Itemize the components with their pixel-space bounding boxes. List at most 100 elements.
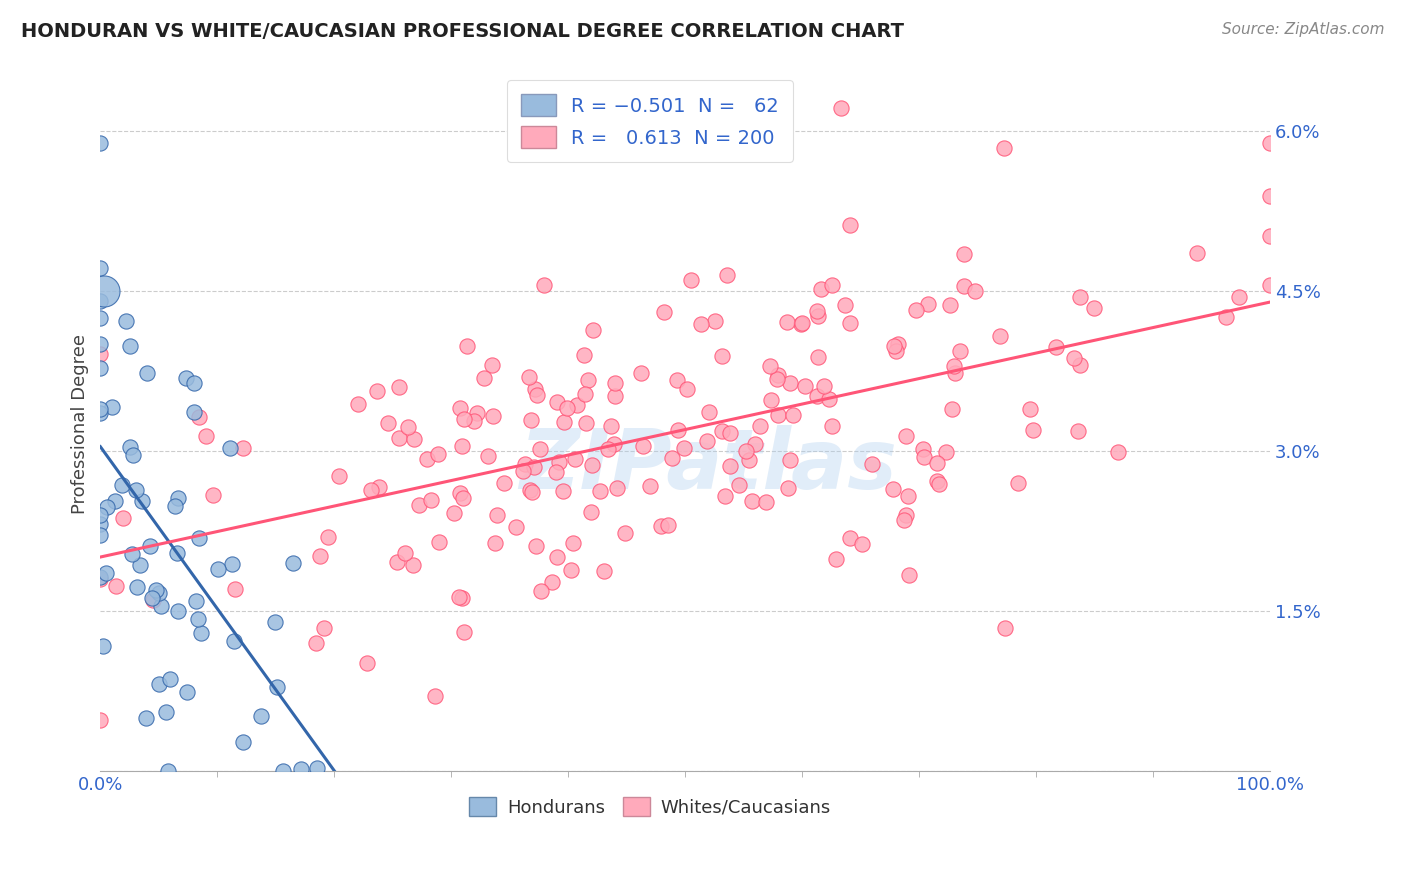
Point — [925, 474, 948, 488]
Point — [222, 634, 245, 648]
Point — [541, 575, 564, 590]
Point — [792, 317, 814, 331]
Point — [1258, 136, 1281, 151]
Point — [89, 508, 111, 522]
Point — [167, 491, 190, 505]
Point — [122, 448, 145, 462]
Point — [631, 439, 654, 453]
Point — [94, 566, 117, 581]
Point — [447, 591, 470, 605]
Point — [935, 445, 957, 459]
Point — [93, 639, 115, 653]
Point — [463, 414, 485, 428]
Point — [638, 479, 661, 493]
Point — [821, 419, 844, 434]
Point — [1083, 301, 1105, 316]
Point — [679, 272, 702, 286]
Point — [561, 536, 583, 550]
Point — [207, 562, 229, 576]
Point — [666, 373, 689, 387]
Point — [360, 483, 382, 498]
Point — [943, 367, 966, 381]
Point — [520, 413, 543, 427]
Point — [312, 621, 335, 635]
Point — [89, 573, 111, 587]
Point — [201, 488, 224, 502]
Point — [548, 454, 571, 468]
Point — [524, 382, 547, 396]
Point — [882, 482, 904, 496]
Point — [948, 343, 970, 358]
Point — [492, 476, 515, 491]
Point — [290, 762, 312, 776]
Point — [813, 379, 835, 393]
Point — [328, 468, 350, 483]
Point — [824, 551, 846, 566]
Point — [529, 442, 551, 456]
Point — [523, 460, 546, 475]
Point — [135, 711, 157, 725]
Point — [148, 586, 170, 600]
Point — [420, 493, 443, 508]
Point — [377, 416, 399, 430]
Point — [553, 415, 575, 429]
Point — [765, 372, 787, 386]
Point — [356, 656, 378, 670]
Point — [131, 493, 153, 508]
Point — [1215, 310, 1237, 325]
Point — [596, 442, 619, 457]
Point — [606, 481, 628, 495]
Point — [779, 453, 801, 467]
Point — [939, 298, 962, 312]
Point — [190, 626, 212, 640]
Point — [89, 347, 111, 361]
Point — [718, 459, 741, 474]
Point — [89, 406, 111, 420]
Point — [187, 532, 209, 546]
Point — [711, 424, 734, 438]
Point — [250, 708, 273, 723]
Point — [728, 477, 751, 491]
Point — [807, 309, 830, 323]
Point — [155, 706, 177, 720]
Point — [105, 579, 128, 593]
Point — [484, 536, 506, 550]
Point — [603, 376, 626, 390]
Y-axis label: Professional Degree: Professional Degree — [72, 334, 89, 514]
Point — [519, 483, 541, 497]
Point — [1069, 358, 1091, 372]
Point — [232, 441, 254, 455]
Point — [860, 457, 883, 471]
Point — [1107, 445, 1129, 459]
Point — [89, 311, 111, 326]
Point — [810, 282, 832, 296]
Point — [1069, 290, 1091, 304]
Point — [917, 297, 939, 311]
Point — [695, 434, 717, 448]
Point — [711, 349, 734, 363]
Point — [150, 599, 173, 613]
Point — [741, 494, 763, 508]
Point — [396, 420, 419, 434]
Point — [546, 549, 568, 564]
Point — [89, 516, 111, 531]
Point — [613, 525, 636, 540]
Point — [546, 395, 568, 409]
Point — [125, 483, 148, 497]
Point — [263, 615, 285, 630]
Point — [603, 437, 626, 451]
Point — [183, 405, 205, 419]
Point — [465, 406, 488, 420]
Point — [755, 495, 778, 509]
Point — [1185, 245, 1208, 260]
Point — [834, 298, 856, 312]
Point — [1045, 340, 1067, 354]
Point — [652, 305, 675, 319]
Point — [749, 419, 772, 434]
Point — [387, 431, 409, 445]
Point — [187, 612, 209, 626]
Point — [953, 247, 976, 261]
Point — [115, 314, 138, 328]
Point — [166, 546, 188, 560]
Point — [738, 453, 761, 467]
